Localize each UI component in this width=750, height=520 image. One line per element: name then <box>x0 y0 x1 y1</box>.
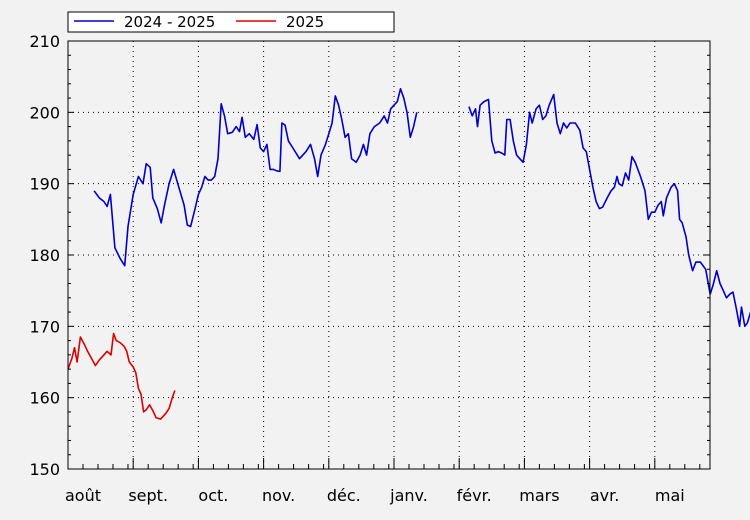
x-tick-label: mars <box>519 486 559 505</box>
x-tick-labels: août sept. oct. nov. déc. janv. févr. mars avr. m… <box>65 486 685 505</box>
x-tick-label: sept. <box>128 486 168 505</box>
legend-box <box>67 11 395 33</box>
y-tick-label: 160 <box>29 389 60 408</box>
legend-label: 2024 - 2025 <box>124 13 215 31</box>
x-tick-label: oct. <box>198 486 228 505</box>
legend: 2024 - 2025 2025 <box>67 11 395 33</box>
y-tick-labels: 150 160 170 180 190 200 210 <box>29 32 60 479</box>
x-tick-label: mai <box>655 486 685 505</box>
x-tick-label: févr. <box>457 486 492 505</box>
series-line-1-segment-0 <box>67 332 176 420</box>
y-tick-label: 150 <box>29 460 60 479</box>
series-line-0-segment-1 <box>468 93 750 328</box>
x-tick-label: avr. <box>590 486 619 505</box>
grid-lines <box>68 41 710 469</box>
series-lines <box>67 88 750 420</box>
y-tick-label: 210 <box>29 32 60 51</box>
x-tick-label: nov. <box>262 486 295 505</box>
legend-label: 2025 <box>286 13 324 31</box>
x-tick-label: déc. <box>327 486 361 505</box>
y-tick-label: 200 <box>29 103 60 122</box>
x-tick-label: août <box>65 486 101 505</box>
y-tick-label: 170 <box>29 317 60 336</box>
y-tick-label: 180 <box>29 246 60 265</box>
series-line-0-segment-0 <box>93 88 418 267</box>
x-tick-label: janv. <box>389 486 428 505</box>
axis-ticks <box>67 40 710 470</box>
y-tick-label: 190 <box>29 175 60 194</box>
